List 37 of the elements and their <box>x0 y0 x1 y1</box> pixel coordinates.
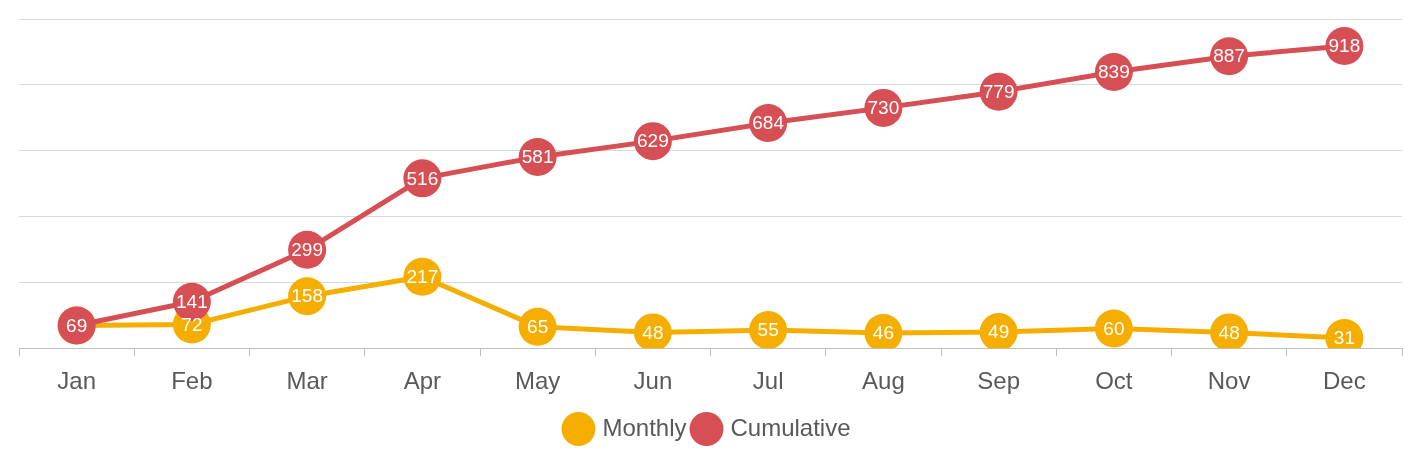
data-label: 217 <box>406 266 439 287</box>
x-tick-label: Dec <box>1323 367 1366 395</box>
data-label: 31 <box>1333 327 1355 349</box>
data-label: 46 <box>872 322 894 344</box>
x-tick-label: Apr <box>403 367 442 395</box>
x-tick-label: Nov <box>1207 367 1251 395</box>
data-label: 60 <box>1103 317 1125 339</box>
x-tick-label: May <box>514 367 561 395</box>
data-label: 581 <box>521 146 554 168</box>
data-label: 49 <box>988 321 1010 343</box>
data-label: 141 <box>176 291 208 313</box>
x-tick-label: Jan <box>57 367 96 395</box>
data-label: 516 <box>406 167 439 189</box>
data-label: 69 <box>66 314 88 336</box>
data-label: 299 <box>291 239 323 260</box>
data-label: 887 <box>1213 45 1245 67</box>
data-label: 48 <box>1218 321 1240 343</box>
data-label: 55 <box>757 319 779 341</box>
x-tick-label: Oct <box>1095 367 1133 395</box>
data-label: 65 <box>527 316 549 338</box>
data-label: 158 <box>291 285 323 307</box>
data-label: 629 <box>637 130 669 152</box>
x-tick-label: Aug <box>862 367 905 395</box>
x-tick-label: Jun <box>633 367 673 395</box>
legend-label: Cumulative <box>730 413 851 441</box>
data-label: 730 <box>867 97 900 119</box>
data-label: 779 <box>982 80 1015 102</box>
x-tick-label: Sep <box>977 367 1020 395</box>
data-label: 918 <box>1328 35 1361 57</box>
x-tick-label: Mar <box>286 367 328 395</box>
data-label: 839 <box>1098 61 1130 83</box>
data-label: 48 <box>642 321 664 343</box>
x-tick-label: Feb <box>171 367 213 395</box>
data-label: 72 <box>181 313 203 335</box>
data-label: 684 <box>752 112 785 134</box>
x-tick-label: Jul <box>752 367 784 395</box>
legend-label: Monthly <box>602 413 687 441</box>
